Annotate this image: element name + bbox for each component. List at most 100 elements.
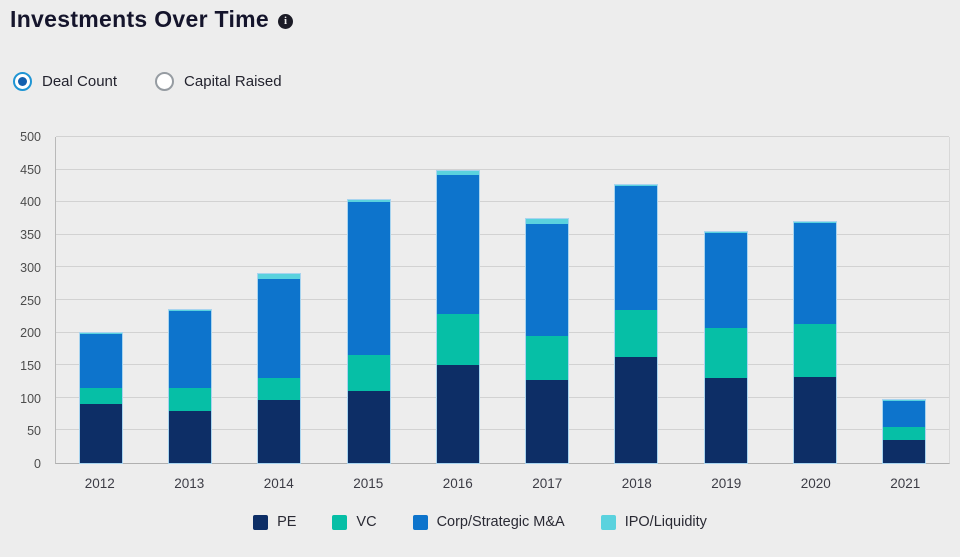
bar-slot-2013	[145, 137, 234, 463]
bar-segment-ipo-liquidity[interactable]	[704, 231, 747, 233]
bar-segment-pe[interactable]	[168, 410, 211, 463]
gridline	[56, 299, 949, 300]
bar-segment-corp-strategic-m-a[interactable]	[883, 401, 926, 428]
bar-segment-corp-strategic-m-a[interactable]	[168, 311, 211, 389]
bar-segment-pe[interactable]	[526, 379, 569, 463]
x-tick-label: 2013	[174, 476, 205, 491]
bar-segment-corp-strategic-m-a[interactable]	[347, 202, 390, 356]
stacked-bar-2012[interactable]	[79, 332, 122, 463]
bar-segment-vc[interactable]	[615, 309, 658, 357]
stacked-bar-2013[interactable]	[168, 309, 211, 463]
stacked-bar-2015[interactable]	[347, 200, 390, 463]
bar-slot-2020	[770, 137, 859, 463]
bar-segment-corp-strategic-m-a[interactable]	[526, 223, 569, 336]
bar-segment-vc[interactable]	[79, 388, 122, 405]
bar-segment-vc[interactable]	[347, 355, 390, 392]
stacked-bar-2018[interactable]	[615, 184, 658, 463]
y-tick-label: 150	[20, 358, 41, 373]
legend-item-ipo-liquidity: IPO/Liquidity	[600, 514, 707, 530]
bar-segment-vc[interactable]	[704, 328, 747, 379]
x-tick-label: 2015	[353, 476, 384, 491]
y-tick-label: 250	[20, 293, 41, 308]
bar-segment-pe[interactable]	[79, 404, 122, 463]
gridline	[56, 364, 949, 366]
bar-segment-ipo-liquidity[interactable]	[436, 170, 479, 175]
bar-slot-2012	[56, 137, 145, 463]
gridline	[56, 331, 949, 333]
legend-label: VC	[356, 514, 377, 530]
x-tick-label: 2019	[711, 476, 742, 491]
stacked-bar-2019[interactable]	[704, 231, 747, 463]
stacked-bar-2021[interactable]	[883, 399, 926, 463]
bar-slot-2015	[324, 137, 413, 463]
legend-swatch-icon	[412, 514, 428, 530]
bar-segment-ipo-liquidity[interactable]	[883, 399, 926, 402]
bar-segment-ipo-liquidity[interactable]	[347, 200, 390, 203]
plot-area	[55, 136, 950, 464]
stacked-bar-2017[interactable]	[526, 218, 569, 463]
bar-slot-2016	[413, 137, 502, 463]
stacked-bar-2016[interactable]	[436, 170, 479, 463]
x-tick-label: 2017	[532, 476, 563, 491]
radio-label: Capital Raised	[184, 73, 282, 90]
gridline	[56, 233, 949, 235]
bar-segment-corp-strategic-m-a[interactable]	[615, 185, 658, 310]
bar-segment-vc[interactable]	[794, 324, 837, 377]
bar-slot-2018	[592, 137, 681, 463]
bar-segment-ipo-liquidity[interactable]	[79, 332, 122, 334]
gridline	[56, 429, 949, 431]
radio-capital-raised[interactable]: Capital Raised	[155, 72, 282, 91]
bar-segment-pe[interactable]	[258, 399, 301, 464]
legend-item-pe: PE	[253, 514, 296, 530]
bar-segment-corp-strategic-m-a[interactable]	[79, 333, 122, 389]
legend-swatch-icon	[253, 514, 269, 530]
bar-segment-vc[interactable]	[168, 388, 211, 411]
x-tick-label: 2014	[263, 476, 294, 491]
radio-circle-icon	[13, 72, 32, 91]
bar-segment-pe[interactable]	[436, 365, 479, 463]
info-icon[interactable]: i	[278, 13, 293, 29]
stacked-bar-2014[interactable]	[258, 273, 301, 464]
bar-segment-ipo-liquidity[interactable]	[258, 273, 301, 280]
stacked-bar-2020[interactable]	[794, 221, 837, 463]
bar-segment-pe[interactable]	[704, 378, 747, 463]
bar-segment-pe[interactable]	[615, 356, 658, 463]
bar-slot-2021	[860, 137, 949, 463]
x-tick-label: 2020	[800, 476, 831, 491]
x-axis: 2012 2013 2014 2015 2016 2017 2018 2019 2020 2021	[55, 476, 950, 496]
bar-segment-pe[interactable]	[883, 440, 926, 463]
radio-deal-count[interactable]: Deal Count	[13, 72, 117, 91]
y-axis: 0 50 100 150 200 250 300 350 400 450 500	[0, 130, 47, 471]
bar-segment-ipo-liquidity[interactable]	[168, 309, 211, 312]
gridline	[56, 136, 949, 137]
x-tick-label: 2012	[84, 476, 115, 491]
bar-segment-vc[interactable]	[258, 378, 301, 400]
y-tick-label: 300	[20, 260, 41, 275]
x-tick-label: 2021	[890, 476, 921, 491]
y-tick-label: 350	[20, 228, 41, 243]
legend-swatch-icon	[332, 514, 348, 530]
x-tick-label: 2018	[621, 476, 652, 491]
bar-segment-pe[interactable]	[347, 391, 390, 463]
bar-segment-vc[interactable]	[526, 335, 569, 380]
bar-segment-vc[interactable]	[436, 314, 479, 366]
y-tick-label: 50	[27, 424, 41, 439]
bar-segment-corp-strategic-m-a[interactable]	[258, 279, 301, 379]
y-tick-label: 500	[20, 130, 41, 144]
bar-segment-corp-strategic-m-a[interactable]	[794, 223, 837, 325]
y-tick-label: 450	[20, 162, 41, 177]
gridline	[56, 201, 949, 203]
legend-swatch-icon	[600, 514, 616, 530]
bar-segment-ipo-liquidity[interactable]	[526, 218, 569, 224]
bar-segment-corp-strategic-m-a[interactable]	[436, 174, 479, 315]
bar-segment-pe[interactable]	[794, 376, 837, 463]
gridline	[56, 396, 949, 398]
chart-header: Investments Over Time i	[10, 6, 293, 33]
bar-segment-ipo-liquidity[interactable]	[615, 184, 658, 186]
gridline	[56, 168, 949, 170]
bar-segment-ipo-liquidity[interactable]	[794, 221, 837, 224]
y-tick-label: 200	[20, 326, 41, 341]
bar-segment-vc[interactable]	[883, 427, 926, 441]
bar-segment-corp-strategic-m-a[interactable]	[704, 232, 747, 329]
legend-item-vc: VC	[332, 514, 377, 530]
